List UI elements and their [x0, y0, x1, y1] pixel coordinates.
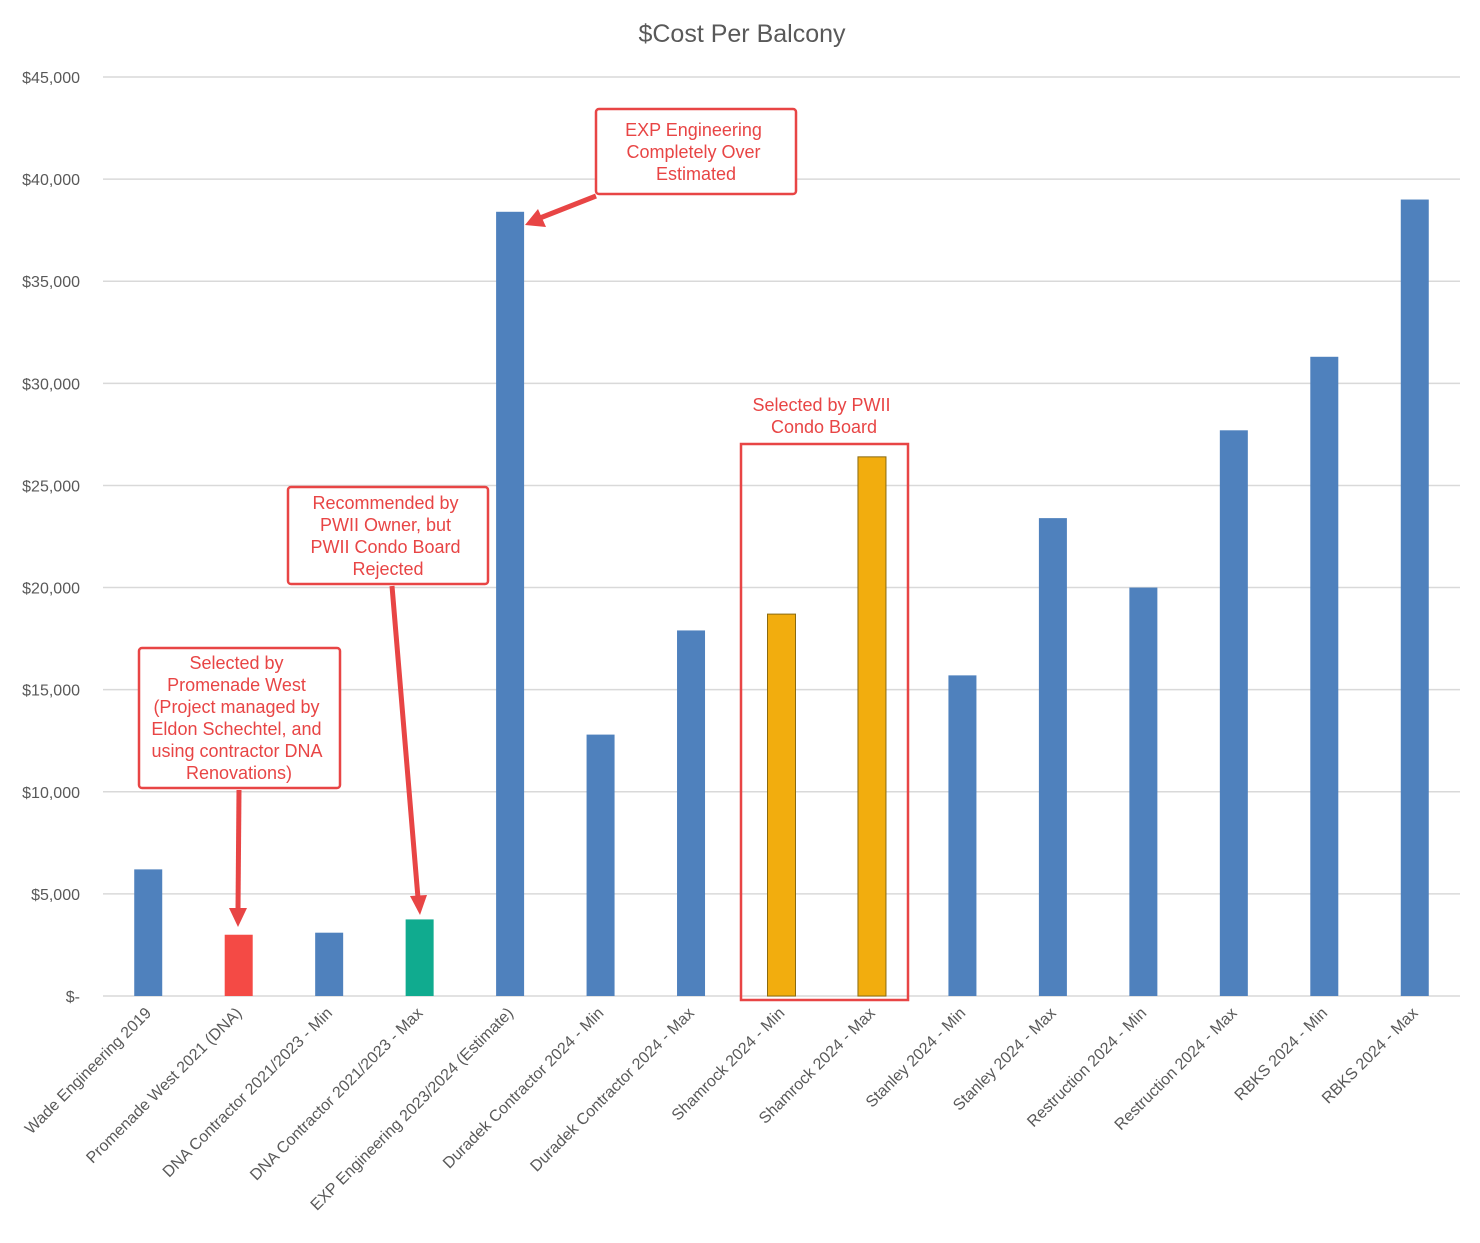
y-tick-label: $5,000	[31, 887, 80, 904]
x-category-label: DNA Contractor 2021/2023 - Max	[247, 1005, 426, 1184]
y-tick-label: $25,000	[22, 478, 80, 495]
annotation-promenade-line-2: Promenade West	[167, 675, 306, 695]
bar	[857, 456, 887, 997]
x-category-label: RBKS 2024 - Max	[1319, 1005, 1422, 1108]
annotations: EXP Engineering Completely Over Estimate…	[137, 107, 910, 1002]
annotation-promenade-line-1: Selected by	[189, 653, 283, 673]
x-category-label: RBKS 2024 - Min	[1232, 1005, 1331, 1104]
svg-text:Selected by Promenade: Selected by Promenade West (Project mana…	[151, 653, 326, 783]
annotation-promenade-west: Selected by Promenade West (Project mana…	[137, 646, 342, 927]
x-category-label: Promenade West 2021 (DNA)	[83, 1005, 245, 1167]
svg-text:Selected by PWII Condo: Selected by PWII Condo Board	[752, 395, 895, 437]
annotation-recommended-line-2: PWII Owner, but	[320, 515, 451, 535]
annotation-pwii-line-1: Selected by PWII	[752, 395, 890, 415]
x-category-label: DNA Contractor 2021/2023 - Min	[160, 1005, 336, 1181]
x-category-label: Duradek Contractor 2024 - Max	[527, 1005, 697, 1175]
y-tick-label: $40,000	[22, 172, 80, 189]
annotation-exp-line-3: Estimated	[656, 164, 736, 184]
bar	[767, 613, 796, 997]
bars	[134, 199, 1429, 997]
annotation-recommended-line-4: Rejected	[352, 559, 423, 579]
y-tick-label: $35,000	[22, 274, 80, 291]
annotation-recommended-line-1: Recommended by	[312, 493, 458, 513]
x-category-label: Stanley 2024 - Min	[863, 1005, 969, 1111]
x-category-label: Duradek Contractor 2024 - Min	[440, 1005, 607, 1172]
y-tick-label: $10,000	[22, 785, 80, 802]
bar	[1038, 518, 1067, 996]
bar	[496, 211, 525, 996]
annotation-exp-engineering: EXP Engineering Completely Over Estimate…	[525, 107, 798, 227]
annotation-recommended-line-3: PWII Condo Board	[310, 537, 460, 557]
bar	[1129, 587, 1158, 996]
annotation-pwii-condo-board: Selected by PWII Condo Board	[739, 395, 910, 1002]
bar	[405, 919, 434, 996]
x-category-label: EXP Engineering 2023/2024 (Estimate)	[308, 1005, 517, 1214]
annotation-promenade-line-6: Renovations)	[186, 763, 292, 783]
svg-text:Recommended by PWII Ow: Recommended by PWII Owner, but PWII Cond…	[310, 493, 465, 579]
chart-title: $Cost Per Balcony	[638, 20, 846, 48]
bar	[1400, 199, 1429, 997]
bar	[134, 869, 163, 996]
y-axis-tick-labels: $- $5,000 $10,000 $15,000 $20,000 $25,000 $30,…	[22, 70, 80, 1006]
y-tick-label: $30,000	[22, 376, 80, 393]
annotation-pwii-line-2: Condo Board	[771, 417, 877, 437]
bar	[1310, 356, 1339, 997]
annotation-promenade-line-5: using contractor DNA	[151, 741, 322, 761]
bar	[677, 630, 706, 996]
bar	[1219, 430, 1248, 996]
y-tick-label: $15,000	[22, 683, 80, 700]
annotation-promenade-line-4: Eldon Schechtel, and	[151, 719, 321, 739]
y-tick-label: $45,000	[22, 70, 80, 87]
svg-text:EXP Engineering Comple: EXP Engineering Completely Over Estimate…	[625, 120, 767, 184]
x-category-label: Stanley 2024 - Max	[950, 1005, 1060, 1115]
bar	[948, 675, 977, 996]
annotation-exp-line-1: EXP Engineering	[625, 120, 762, 140]
y-tick-label: $20,000	[22, 581, 80, 598]
annotation-exp-line-2: Completely Over	[626, 142, 760, 162]
bar	[224, 934, 253, 996]
y-tick-label: $-	[66, 989, 80, 1006]
annotation-promenade-line-3: (Project managed by	[153, 697, 319, 717]
bar	[315, 932, 344, 996]
annotation-recommended: Recommended by PWII Owner, but PWII Cond…	[286, 485, 490, 915]
bar	[586, 734, 615, 996]
